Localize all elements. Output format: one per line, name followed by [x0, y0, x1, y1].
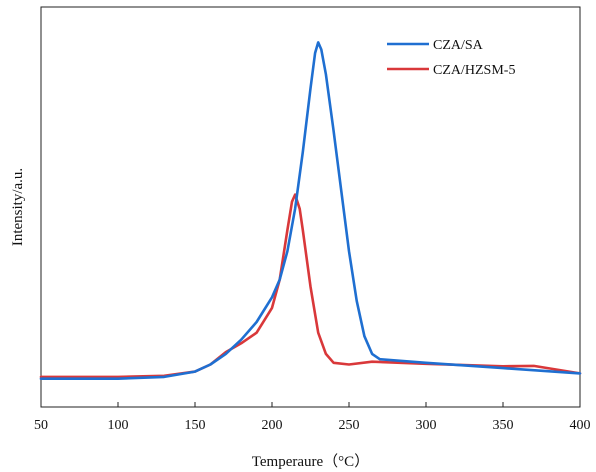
- y-axis-title: Intensity/a.u.: [10, 168, 26, 246]
- legend-label: CZA/SA: [433, 38, 484, 53]
- plot-frame: [40, 6, 581, 408]
- series-line-cza-hzsm-5: [39, 193, 582, 379]
- series-line-cza-sa: [39, 41, 582, 380]
- x-tick-label: 400: [570, 418, 591, 433]
- x-tick-label: 250: [339, 418, 360, 433]
- plot-border: [40, 6, 581, 408]
- x-tick-label: 200: [262, 418, 283, 433]
- series-layer: [39, 41, 582, 380]
- x-tick-label: 100: [108, 418, 129, 433]
- x-axis-title: Temperaure（°C）: [252, 453, 369, 470]
- x-tick-label: 150: [185, 418, 206, 433]
- x-tick-label: 300: [416, 418, 437, 433]
- legend-label: CZA/HZSM-5: [433, 63, 515, 78]
- x-tick-label: 50: [34, 418, 48, 433]
- legend: CZA/SA CZA/HZSM-5: [387, 38, 515, 78]
- x-axis-ticks: 50 100 150 200 250 300 350 400: [34, 402, 591, 433]
- x-tick-label: 350: [493, 418, 514, 433]
